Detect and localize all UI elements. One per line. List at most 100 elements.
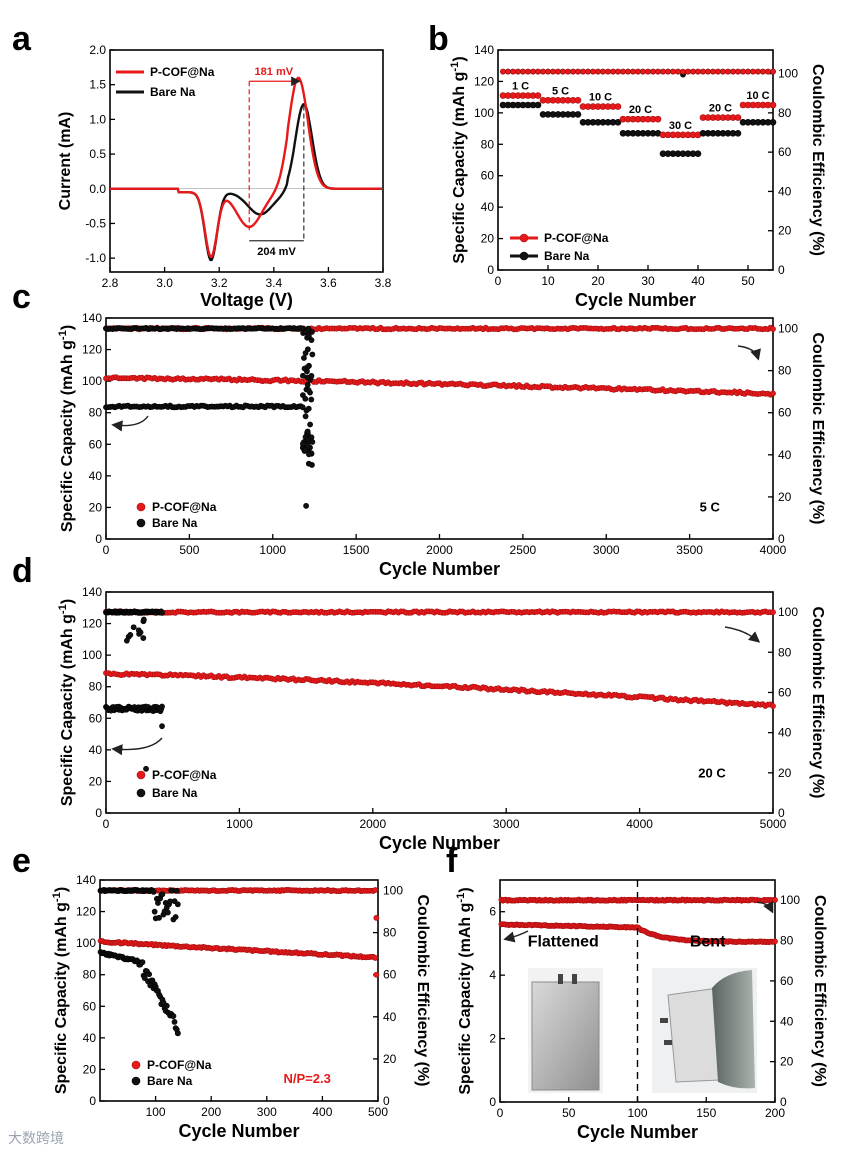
arrow-to-right-axis xyxy=(737,345,761,361)
flattened-label: Flattened xyxy=(528,934,599,951)
data-point-p-cof-na xyxy=(654,115,662,123)
ce-point-p-cof-na xyxy=(615,68,621,75)
y2-tick-label: 40 xyxy=(778,448,792,462)
data-point-bare-na xyxy=(302,446,309,453)
ce-point-p-cof-na xyxy=(770,68,776,75)
y-tick-label: 20 xyxy=(83,1062,97,1076)
ce-point-bare-na xyxy=(300,372,306,379)
ce-point-bare-na xyxy=(159,891,166,898)
y-axis-title: Specific Capacity (mAh g-1) xyxy=(57,325,76,532)
ce-point-p-cof-na xyxy=(710,68,716,75)
ce-point-bare-na xyxy=(130,624,137,631)
ce-point-bare-na xyxy=(159,609,165,616)
y-tick-label: -1.0 xyxy=(85,251,106,265)
ce-point-p-cof-na xyxy=(750,68,756,75)
y2-tick-label: 0 xyxy=(778,532,785,546)
chart-panel-c: 0 500 1000 1500 2000 2500 3000 3500 400002040608… xyxy=(57,311,826,579)
data-point-bare-na xyxy=(300,440,306,447)
data-point-bare-na xyxy=(304,436,311,443)
ce-point-p-cof-na xyxy=(575,68,581,75)
data-point-bare-na xyxy=(139,959,146,966)
ce-point-p-cof-na xyxy=(770,609,776,616)
arrow-to-right-axis xyxy=(724,626,761,643)
y-tick-label: 0 xyxy=(95,806,102,820)
y-axis-title: Current (mA) xyxy=(57,112,74,211)
y-tick-label: 0.0 xyxy=(89,182,106,196)
panel-letter-a: a xyxy=(12,20,32,58)
ce-point-bare-na xyxy=(174,901,181,908)
x-tick-label: 4000 xyxy=(626,817,653,831)
x-tick-label: 300 xyxy=(257,1105,277,1119)
ce-point-bare-na xyxy=(308,372,315,379)
y2-tick-label: 20 xyxy=(383,1052,397,1066)
ce-point-bare-na xyxy=(308,396,315,403)
series-line-p-cof-na xyxy=(110,76,382,259)
ce-point-p-cof-na xyxy=(625,68,631,75)
bent-pouch-photo xyxy=(652,968,757,1093)
ce-point-p-cof-na xyxy=(630,68,636,75)
y2-tick-label: 60 xyxy=(778,145,792,159)
y-tick-label: 20 xyxy=(89,500,103,514)
data-point-p-cof-na xyxy=(770,703,776,709)
x-tick-label: 40 xyxy=(691,274,705,288)
y-tick-label: 0.5 xyxy=(89,147,106,161)
legend-marker xyxy=(136,518,146,528)
y-tick-label: 40 xyxy=(89,469,103,483)
chart-panel-a: 2.8 3.0 3.2 3.4 3.6 3.8 -1.0 -0.5 0.0 0.5 1.0 1.5 2.… xyxy=(57,43,392,310)
legend-marker xyxy=(136,502,146,512)
ce-point-p-cof-na xyxy=(770,326,776,332)
ce-point-bare-na xyxy=(123,637,130,644)
y2-tick-label: 40 xyxy=(778,184,792,198)
ce-point-p-cof-na xyxy=(610,68,616,75)
ce-point-p-cof-na xyxy=(530,68,536,75)
y2-tick-label: 20 xyxy=(778,766,792,780)
ce-point-p-cof-na xyxy=(650,68,656,75)
ce-point-p-cof-na xyxy=(645,68,651,75)
y-tick-label: 140 xyxy=(82,311,102,325)
y2-tick-label: 60 xyxy=(383,968,397,982)
ce-point-p-cof-na xyxy=(580,68,586,75)
y-tick-label: 80 xyxy=(481,137,495,151)
rate-label: 1 C xyxy=(512,81,529,93)
y-tick-label: 140 xyxy=(76,873,96,887)
y2-tick-label: 60 xyxy=(778,406,792,420)
panel-letter-c: c xyxy=(12,278,31,316)
arrow-to-left-axis xyxy=(111,737,163,756)
y2-tick-label: 0 xyxy=(778,806,785,820)
ce-point-p-cof-na xyxy=(620,68,626,75)
pouch-tab xyxy=(572,974,577,984)
y-tick-label: 100 xyxy=(474,106,494,120)
y-axis-title: Specific Capacity (mAh g-1) xyxy=(449,56,468,263)
data-point-bare-na xyxy=(614,118,622,126)
data-point-p-cof-na xyxy=(769,101,777,109)
plot-frame xyxy=(105,591,774,814)
data-point-bare-na xyxy=(306,451,312,458)
y-tick-label: 40 xyxy=(89,743,103,757)
x-tick-label: 500 xyxy=(368,1105,388,1119)
x-tick-label: 30 xyxy=(641,274,655,288)
data-point-p-cof-na xyxy=(574,96,582,104)
data-point-bare-na xyxy=(769,118,777,126)
y2-axis-title: Coulombic Efficiency (%) xyxy=(809,332,826,524)
data-point-bare-na xyxy=(170,1013,177,1019)
ce-point-p-cof-na xyxy=(500,68,506,75)
y-axis-title: Specific Capacity (mAh g-1) xyxy=(455,887,474,1094)
ce-point-bare-na xyxy=(156,914,162,921)
data-point-bare-na xyxy=(534,101,542,109)
x-tick-label: 100 xyxy=(146,1105,166,1119)
arrow-to-right-axis xyxy=(756,900,774,914)
rate-label: 30 C xyxy=(669,120,692,132)
y-tick-label: 140 xyxy=(82,585,102,599)
ce-point-p-cof-na xyxy=(565,68,571,75)
x-tick-label: 400 xyxy=(312,1105,332,1119)
ce-point-p-cof-na xyxy=(680,68,686,75)
ce-point-bare-na xyxy=(305,387,312,393)
watermark: 大数跨境 xyxy=(8,1131,64,1147)
x-tick-label: 3.6 xyxy=(320,276,337,290)
y-tick-label: 20 xyxy=(89,774,103,788)
chart-panel-e: 100 200 300 400 5000204060801001201400204060… xyxy=(51,873,431,1141)
y2-tick-label: 100 xyxy=(383,884,403,898)
x-tick-label: 200 xyxy=(765,1106,785,1120)
ce-point-p-cof-na xyxy=(640,68,646,75)
